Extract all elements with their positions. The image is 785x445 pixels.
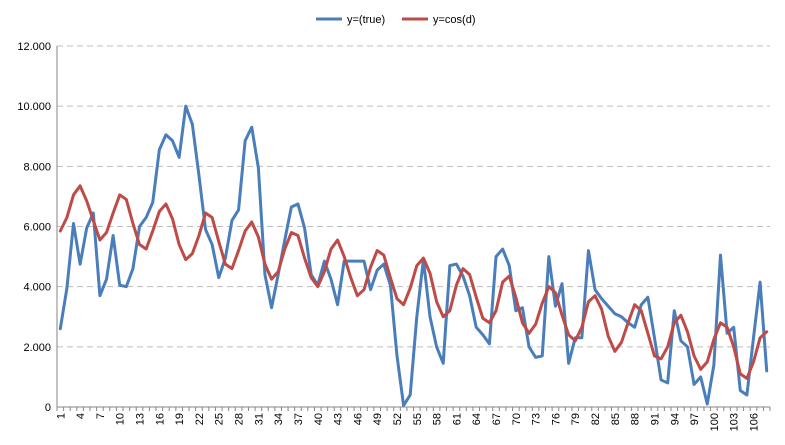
y-tick-label: 4.000 — [23, 282, 51, 294]
axes — [56, 46, 771, 411]
x-tick-label: 106 — [748, 413, 760, 431]
y-tick-label: 2.000 — [23, 342, 51, 354]
x-tick-label: 94 — [669, 413, 681, 425]
series-lines — [58, 104, 769, 407]
x-tick-label: 28 — [234, 413, 246, 425]
x-tick-label: 16 — [154, 413, 166, 425]
x-tick-label: 79 — [570, 413, 582, 425]
x-tick-label: 46 — [352, 413, 364, 425]
y-tick-label: 0 — [45, 402, 51, 414]
x-tick-label: 58 — [432, 413, 444, 425]
x-tick-label: 67 — [491, 413, 503, 425]
x-tick-label: 34 — [273, 413, 285, 425]
x-tick-label: 22 — [194, 413, 206, 425]
x-tick-label: 37 — [293, 413, 305, 425]
x-tick-label: 70 — [511, 413, 523, 425]
x-tick-label: 1 — [55, 413, 67, 419]
x-tick-label: 76 — [550, 413, 562, 425]
y-axis-tick-labels: 0 2.000 4.000 6.000 8.000 10.000 12.000 — [17, 41, 51, 414]
x-axis-tick-labels: 1 4 7 10 13 16 19 22 25 28 31 34 37 40 43 46 49 52 55 58 61 6… — [55, 413, 760, 431]
x-tick-label: 7 — [95, 413, 107, 419]
x-tick-label: 4 — [75, 413, 87, 419]
x-tick-label: 31 — [253, 413, 265, 425]
x-tick-label: 73 — [531, 413, 543, 425]
legend-label-0: y=(true) — [347, 14, 385, 26]
x-tick-label: 85 — [610, 413, 622, 425]
x-tick-label: 19 — [174, 413, 186, 425]
x-tick-label: 97 — [689, 413, 701, 425]
x-tick-label: 82 — [590, 413, 602, 425]
legend-label-1: y=cos(d) — [433, 14, 476, 26]
x-tick-label: 103 — [729, 413, 741, 431]
x-tick-label: 43 — [333, 413, 345, 425]
x-tick-label: 61 — [451, 413, 463, 425]
x-tick-label: 88 — [630, 413, 642, 425]
x-tick-label: 91 — [649, 413, 661, 425]
x-tick-label: 49 — [372, 413, 384, 425]
x-tick-label: 10 — [115, 413, 127, 425]
x-tick-label: 25 — [214, 413, 226, 425]
x-tick-label: 64 — [471, 413, 483, 425]
series-line-1 — [58, 184, 769, 380]
y-tick-label: 8.000 — [23, 161, 51, 173]
series-line-0 — [58, 104, 769, 407]
x-tick-label: 52 — [392, 413, 404, 425]
x-tick-label: 55 — [412, 413, 424, 425]
y-tick-label: 10.000 — [17, 101, 51, 113]
gridlines — [57, 45, 770, 348]
y-tick-label: 12.000 — [17, 41, 51, 53]
x-tick-label: 13 — [135, 413, 147, 425]
x-tick-label: 100 — [709, 413, 721, 431]
legend: y=(true) y=cos(d) — [316, 14, 476, 26]
y-tick-label: 6.000 — [23, 222, 51, 234]
x-tick-label: 40 — [313, 413, 325, 425]
